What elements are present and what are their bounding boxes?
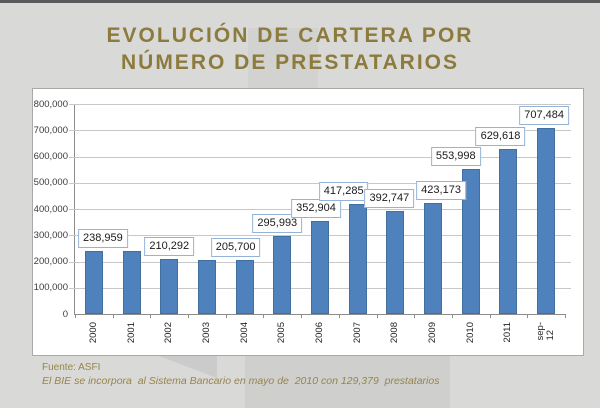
footer: Fuente: ASFI El BIE se incorpora al Sist… [42,361,439,388]
bar [537,128,556,314]
x-tick-label: 2005 [276,322,288,344]
x-tick [188,314,190,318]
x-tick [338,314,340,318]
x-tick [527,314,529,318]
y-tick-label: 400,000 [33,203,68,215]
x-tick [112,314,114,318]
gridline [69,156,571,158]
gridline [69,104,571,105]
x-tick-label: 2008 [389,322,401,344]
y-tick-label: 100,000 [33,282,68,294]
x-tick [150,314,152,318]
x-tick-label: 2010 [464,322,476,344]
gridline [69,130,571,132]
y-tick-label: 0 [62,308,68,320]
x-tick-label: 2007 [351,322,363,344]
bar-value-label: 238,959 [77,229,128,249]
x-tick [75,314,76,318]
chart-panel: 800,000 700,000 600,000 500,000 400,000 300,0… [32,88,584,356]
bar [235,260,254,314]
bar-value-label: 707,484 [519,106,570,126]
bar-value-label: 352,904 [291,199,341,219]
bar-value-label: 423,173 [416,180,466,200]
x-tick [414,314,416,318]
x-tick-label: 2011 [502,322,514,343]
x-tick [263,314,265,318]
x-tick-label: 2009 [427,322,439,344]
note-text: El BIE se incorpora al Sistema Bancario … [42,375,440,387]
x-tick [301,314,303,318]
x-tick [489,314,491,318]
x-tick [565,314,566,318]
bar [348,204,367,314]
source-text: Fuente: ASFI [42,362,101,373]
page-title-line2: NÚMERO DE PRESTATARIOS [120,51,459,74]
bar-value-label: 210,292 [144,236,195,256]
bar [461,168,480,314]
bar [424,202,443,314]
x-tick-label: 2002 [163,322,175,344]
y-tick-label: 300,000 [33,229,68,241]
x-tick [225,314,227,318]
bar-value-label: 295,993 [252,214,303,234]
bar [386,210,405,314]
y-tick-label: 500,000 [33,177,68,189]
bar [122,250,141,314]
x-tick-label: 2006 [314,322,325,344]
bar [311,221,329,314]
bar-value-label: 417,285 [318,182,369,202]
bar [84,251,103,314]
bar-value-label: 629,618 [475,126,526,146]
x-tick-label: 2004 [238,322,250,344]
bar [160,258,179,314]
y-tick-label: 200,000 [33,256,68,267]
top-border-strip [0,0,600,3]
bar-value-label: 553,998 [430,146,481,166]
x-tick-label: 2000 [87,322,99,344]
y-tick-label: 700,000 [33,124,68,136]
bar [197,260,216,314]
x-tick-label: 2003 [200,322,212,344]
x-tick [376,314,378,318]
page-title: EVOLUCIÓN DE CARTERA POR NÚMERO DE PREST… [20,22,560,76]
bar [273,236,292,314]
bar-value-label: 205,700 [210,238,261,258]
x-tick-label: 2001 [125,322,137,344]
x-tick [451,314,453,318]
page-title-line1: EVOLUCIÓN DE CARTERA POR [106,24,474,47]
bar [499,148,518,314]
y-tick-label: 800,000 [33,98,68,110]
y-tick-label: 600,000 [33,151,68,162]
plot-area: 800,000 700,000 600,000 500,000 400,000 300,0… [34,99,571,343]
bar-value-label: 392,747 [364,188,415,208]
x-tick-label: sep- 12 [535,322,557,341]
